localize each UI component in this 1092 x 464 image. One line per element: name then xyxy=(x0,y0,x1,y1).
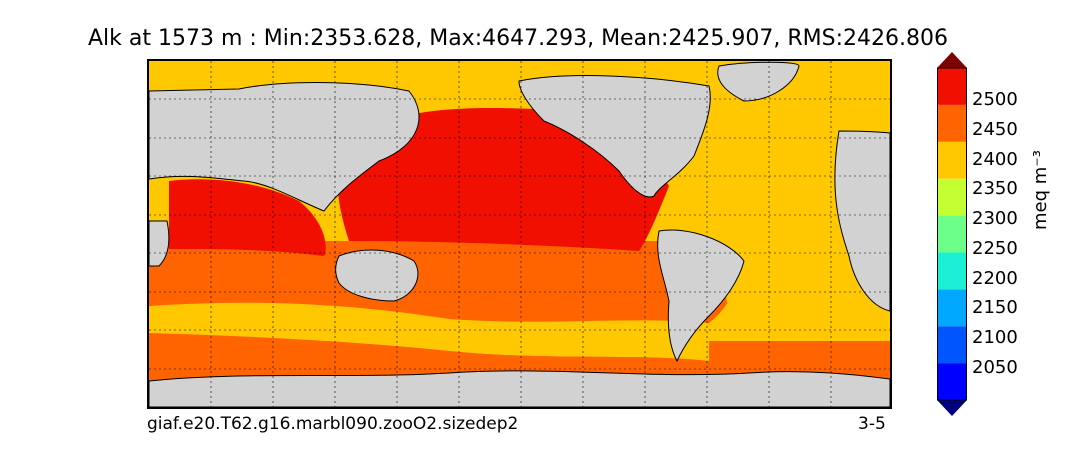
land-eurasia xyxy=(149,82,420,212)
colorbar-segment xyxy=(937,363,967,400)
pacific-indian-orange xyxy=(149,241,736,323)
months-label: 3-5 xyxy=(858,414,886,434)
colorbar-extend-min xyxy=(937,400,967,416)
colorbar-segment xyxy=(937,252,967,290)
colorbar-tick-label: 2350 xyxy=(972,178,1018,199)
lower-orange-band xyxy=(149,333,890,386)
land-australia xyxy=(335,249,419,302)
colorbar-tick-label: 2400 xyxy=(972,149,1018,170)
land-africa-right xyxy=(834,130,890,312)
map-gridlines xyxy=(149,61,890,407)
colorbar-tick-label: 2100 xyxy=(972,327,1018,348)
southern-yellow-band xyxy=(149,305,709,361)
colorbar-tick-label: 2050 xyxy=(972,357,1018,378)
colorbar-extend-max xyxy=(937,52,967,68)
run-label: giaf.e20.T62.g16.marbl090.zooO2.sizedep2 xyxy=(147,414,519,434)
colorbar-segment xyxy=(937,104,967,142)
colorbar-tick-label: 2200 xyxy=(972,268,1018,289)
land-antarctica xyxy=(149,370,890,407)
world-map xyxy=(147,59,892,409)
land-greenland xyxy=(717,61,800,102)
colorbar-tick-label: 2250 xyxy=(972,238,1018,259)
colorbar-segment xyxy=(937,178,967,216)
land-south-america xyxy=(657,229,745,363)
colorbar-tick-label: 2150 xyxy=(972,297,1018,318)
colorbar-border xyxy=(937,67,967,401)
land-north-america xyxy=(518,75,711,198)
colorbar-segment xyxy=(937,215,967,253)
colorbar-tick-label: 2450 xyxy=(972,119,1018,140)
colorbar-segment xyxy=(937,326,967,364)
colorbar-tick-label: 2500 xyxy=(972,89,1018,110)
colorbar xyxy=(937,52,967,416)
colorbar-units-label: meq m⁻³ xyxy=(1030,149,1051,230)
colorbar-tick-label: 2300 xyxy=(972,208,1018,229)
land-africa-left xyxy=(149,220,170,267)
map-title: Alk at 1573 m : Min:2353.628, Max:4647.2… xyxy=(88,26,948,51)
colorbar-segment xyxy=(937,289,967,327)
colorbar-segment xyxy=(937,68,967,105)
colorbar-segment xyxy=(937,141,967,179)
indian-red xyxy=(169,179,326,256)
